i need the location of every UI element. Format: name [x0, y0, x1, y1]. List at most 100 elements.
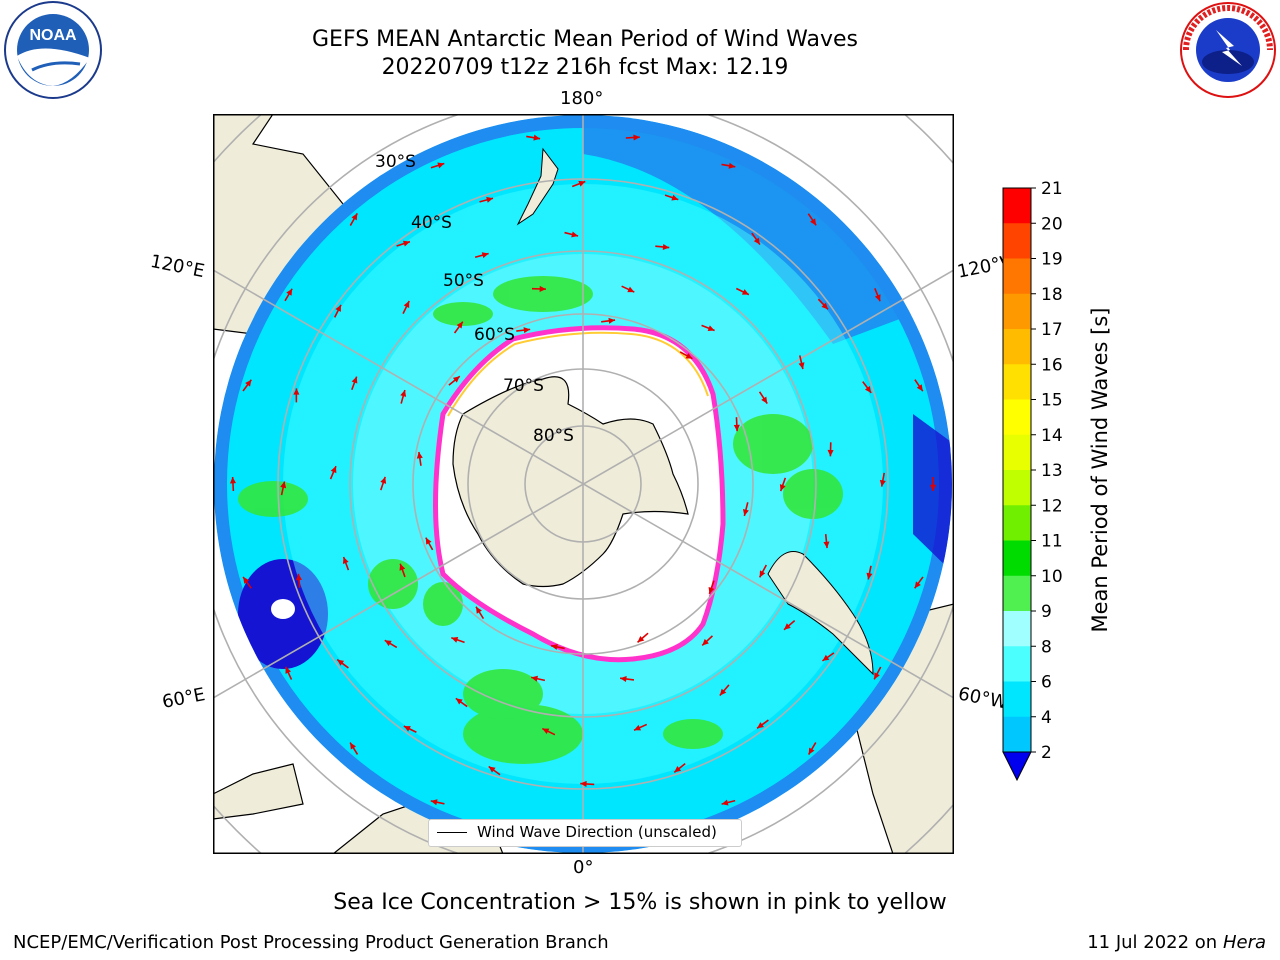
wind-arrow-head [608, 317, 616, 324]
colorbar-tick-label: 8 [1041, 637, 1052, 657]
colorbar-tick-label: 20 [1041, 214, 1063, 234]
colorbar-tick-label: 12 [1041, 496, 1063, 516]
colorbar-tick-label: 19 [1041, 250, 1063, 270]
polar-map: 30°S 40°S 50°S 60°S 70°S 80°S [213, 114, 954, 854]
wind-arrow-head [784, 623, 791, 630]
wind-arrow-head [620, 675, 627, 683]
wind-arrow-head [350, 742, 357, 750]
colorbar-cell [1003, 646, 1031, 682]
wind-arrow-head [753, 237, 760, 245]
wind-arrow-head [286, 288, 293, 296]
wind-arrow-head [337, 659, 345, 666]
colorbar-tick-label: 2 [1041, 743, 1052, 763]
lon-label-180: 180° [560, 88, 604, 109]
wind-arrow-head [295, 573, 302, 581]
colorbar-tick-label: 6 [1041, 673, 1052, 693]
wind-arrow-head [779, 484, 786, 492]
wind-arrow-head [437, 162, 445, 169]
footer-host: Hera [1222, 932, 1266, 953]
wind-arrow-head [757, 722, 764, 729]
colorbar-cell [1003, 329, 1031, 365]
wind-arrow-head [280, 481, 287, 489]
title-line-1: GEFS MEAN Antarctic Mean Period of Wind … [312, 27, 858, 52]
wind-arrow-head [707, 325, 715, 332]
colorbar-cell [1003, 258, 1031, 295]
wind-arrow-head [742, 509, 749, 516]
colorbar-tick-label: 10 [1041, 567, 1063, 587]
colorbar-cell [1003, 681, 1031, 718]
colorbar-cell [1003, 434, 1031, 471]
wind-arrow-head [808, 747, 815, 755]
wind-arrow-head [285, 666, 292, 674]
wind-arrow-head [330, 466, 337, 474]
colorbar-tick-label: 16 [1041, 355, 1063, 375]
colorbar-tick-label: 15 [1041, 391, 1063, 411]
wind-arrow-head [914, 581, 921, 589]
lat-label-70s: 70°S [503, 376, 544, 396]
wind-arrow-head [342, 557, 349, 564]
colorbar-tick-label: 13 [1041, 461, 1063, 481]
nws-logo [1176, 0, 1280, 100]
colorbar-cell [1003, 505, 1031, 541]
wind-arrow-head [351, 213, 358, 221]
wind-arrow-head [821, 302, 828, 310]
wind-arrow-head [402, 240, 410, 247]
wind-arrow-head [662, 243, 670, 251]
wind-arrow-head [823, 541, 830, 549]
lon-label-0: 0° [573, 857, 594, 878]
noaa-logo: NOAA [2, 0, 104, 100]
chart-title: GEFS MEAN Antarctic Mean Period of Wind … [250, 26, 920, 82]
wind-arrow-head [633, 134, 640, 141]
wind-arrow-head [728, 162, 736, 169]
wind-arrow-head [671, 194, 679, 201]
wind-arrow-head [533, 134, 541, 141]
wind-arrow-head [455, 698, 463, 705]
wind-arrow-head [425, 537, 432, 545]
wind-arrow-head [741, 289, 749, 295]
title-line-2: 20220709 t12z 216h fcst Max: 12.19 [381, 55, 789, 80]
wind-arrow-head [866, 572, 873, 580]
wind-arrow-head [761, 396, 768, 404]
colorbar-cell [1003, 399, 1031, 436]
wind-arrow-head [810, 218, 817, 226]
wind-arrow-head [822, 654, 830, 661]
wind-arrow-head [637, 635, 645, 643]
antarctica [452, 376, 689, 588]
wind-arrow-head [229, 477, 237, 484]
wind-arrow-head [488, 766, 496, 773]
lat-label-60s: 60°S [474, 325, 515, 345]
colorbar-tick-label: 4 [1041, 708, 1052, 728]
svg-text:NOAA: NOAA [29, 27, 77, 44]
colorbar-cell [1003, 188, 1031, 224]
colorbar-tick-label: 18 [1041, 285, 1063, 305]
wind-arrow-head [721, 799, 729, 806]
wind-arrow-head [539, 285, 546, 292]
wind-arrow-head [827, 449, 834, 457]
wind-arrow-head [759, 570, 766, 578]
wind-arrow-head [380, 476, 387, 484]
footer-date-text: 11 Jul 2022 on [1087, 932, 1218, 953]
map-legend: Wind Wave Direction (unscaled) [428, 819, 742, 847]
wind-arrow-head [403, 726, 411, 732]
wind-arrow-head [874, 294, 881, 302]
wind-arrow-head [335, 304, 341, 312]
new-zealand [516, 147, 559, 226]
footer-date: 11 Jul 2022 on Hera [1087, 932, 1266, 953]
colorbar-cell [1003, 611, 1031, 647]
colorbar-tick-label: 9 [1041, 602, 1052, 622]
wind-arrow-head [798, 362, 805, 370]
wind-arrow-head [245, 379, 252, 387]
colorbar-cell [1003, 223, 1031, 259]
lat-label-30s: 30°S [375, 152, 416, 172]
wind-arrow-head [634, 724, 642, 731]
colorbar-cell [1003, 364, 1031, 400]
wind-arrow-head [400, 390, 407, 397]
wind-arrow-head [685, 352, 693, 359]
wind-arrow-head [456, 321, 463, 329]
map-svg: 30°S 40°S 50°S 60°S 70°S 80°S [213, 114, 954, 854]
wind-arrow-head [702, 638, 709, 646]
wind-arrow-head [351, 376, 358, 384]
colorbar-tick-label: 17 [1041, 320, 1063, 340]
colorbar-cell [1003, 470, 1031, 506]
lat-label-50s: 50°S [443, 271, 484, 291]
